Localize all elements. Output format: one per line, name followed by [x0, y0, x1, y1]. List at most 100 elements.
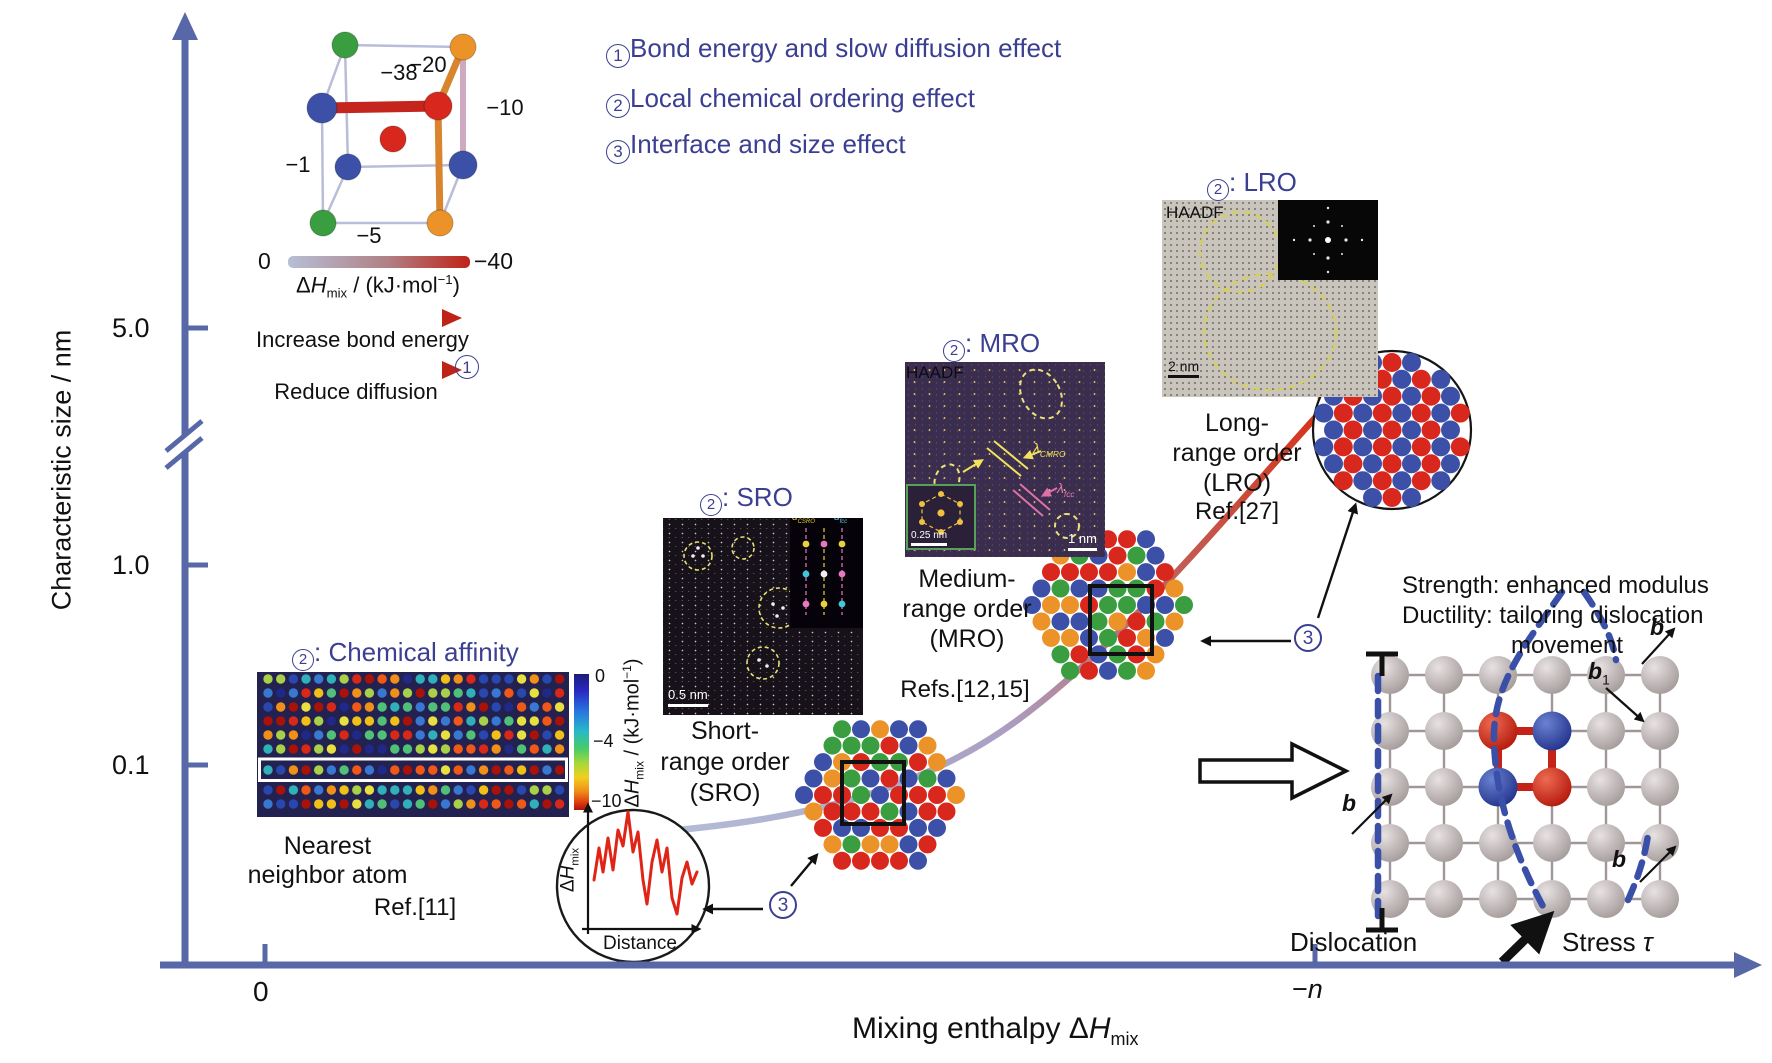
legend-item-3: 3 Interface and size effect [606, 129, 906, 164]
enthalpy-fluctuation-curve [592, 810, 699, 916]
inset-y-label: ΔHmix [557, 847, 582, 893]
scale-zero: 0 [258, 248, 271, 274]
cbar-tick-10: −10 [591, 791, 622, 811]
jet-colorbar [574, 674, 589, 810]
d-fcc-label: dfcc [834, 518, 848, 525]
sro-title: 2: SRO [700, 482, 793, 516]
lro-title: 2: LRO [1207, 167, 1297, 201]
legend-item-2: 2 Local chemical ordering effect [606, 83, 975, 118]
lro-ref: Ref.[27] [1194, 498, 1280, 525]
sro-caption: Short-range order (SRO) [660, 717, 790, 807]
atom-orange [426, 209, 454, 237]
burgers-b-bottomright: b [1612, 846, 1627, 872]
y-axis-arrowhead [172, 12, 198, 40]
lro-fft-inset [1278, 200, 1378, 280]
mro-haadf-label: HAADF [906, 363, 964, 382]
strength-line-2: Ductility: tailoring dislocation [1402, 602, 1704, 629]
strength-line-3: movement [1510, 632, 1624, 659]
bond-energy-cube: −38 −20 −10 −1 −5 [285, 31, 524, 248]
circled-3-icon: 3 [606, 139, 630, 164]
sro-scalebar: 0.5 nm [668, 687, 708, 707]
atom-blue [334, 153, 362, 181]
x-tick-0: 0 [253, 976, 269, 1007]
mro-ref: Refs.[12,15] [900, 676, 1030, 703]
bond-label-38: −38 [380, 60, 417, 85]
mro-inset-scalebar: 0.25 nm [911, 530, 948, 546]
burgers-b1: b1 [1588, 658, 1610, 688]
burgers-b-left: b [1342, 790, 1357, 816]
y-tick-1: 1.0 [112, 550, 150, 580]
chem-caption: Nearest neighbor atom [247, 832, 408, 889]
atom-red [423, 91, 453, 121]
dislocation-symbols [1366, 651, 1398, 933]
annotation-arrows [702, 502, 1358, 915]
axis-break [164, 436, 204, 470]
chemical-affinity-map [257, 672, 589, 817]
atom-cluster-circles [795, 349, 1473, 870]
d-csro-label: dCSRO [792, 518, 815, 525]
bond-label-5: −5 [356, 223, 381, 248]
scale-minus40: −40 [474, 248, 514, 274]
sro-unit-box [840, 760, 906, 826]
increase-bond-energy-label: Increase bond energy [256, 327, 469, 352]
mro-title: 2: MRO [943, 328, 1040, 362]
atom-blue [448, 150, 478, 180]
lambda-fcc-label: λfcc [1057, 480, 1075, 499]
dislocation-dashed-lines [1374, 588, 1652, 920]
lro-scalebar: 2 nm [1168, 358, 1200, 379]
block-arrow-right [1198, 741, 1350, 801]
y-tick-01: 0.1 [112, 750, 150, 780]
circled-1-marker: 1 [455, 355, 479, 379]
cbar-tick-4: −4 [593, 731, 614, 751]
lambda-cmro-label: λCMRO [1033, 440, 1066, 459]
mro-inset: 0.25 nm [906, 484, 976, 550]
circled-2-icon: 2 [606, 93, 630, 118]
cbar-axis-label: ΔHmix / (kJ·mol−1) [619, 658, 647, 808]
mro-micrograph: HAADF λCMRO λfcc 0.25 nm 1 nm [905, 362, 1105, 557]
cbar-tick-0: 0 [595, 666, 606, 686]
inset-x-label: Distance [603, 933, 677, 954]
mro-unit-box [1088, 584, 1154, 656]
highlighted-row-box [258, 757, 568, 782]
atom-orange [449, 33, 477, 61]
strength-line-1: Strength: enhanced modulus [1402, 572, 1709, 599]
lro-micrograph: HAADF 2 nm [1162, 200, 1378, 397]
bond-minus38 [316, 100, 444, 114]
legend-item-1: 1 Bond energy and slow diffusion effect [606, 33, 1061, 68]
burgers-vector-arrows [1351, 627, 1677, 883]
mro-scalebar: 1 nm [1068, 531, 1097, 551]
enthalpy-color-scale [288, 256, 470, 379]
atom-red-center [379, 125, 407, 153]
y-tick-5: 5.0 [112, 313, 150, 343]
lro-haadf-label: HAADF [1166, 203, 1224, 222]
circled-1-icon: 1 [606, 43, 630, 68]
bond-label-1: −1 [285, 152, 310, 177]
reduce-diffusion-label: Reduce diffusion [274, 379, 438, 404]
chem-ref: Ref.[11] [373, 894, 457, 921]
dislocation-lattice [1198, 588, 1679, 966]
atom-green [331, 31, 359, 59]
x-axis-label: Mixing enthalpy ΔHmix [852, 1012, 1139, 1049]
x-tick-n: −n [1292, 974, 1323, 1004]
y-axis-label: Characteristic size / nm [46, 329, 77, 611]
stress-arrow [1498, 910, 1555, 966]
burgers-b-topright: b [1650, 614, 1665, 640]
sro-inset: dCSRO dfcc [790, 518, 863, 628]
enthalpy-unit-label: ΔHmix / (kJ·mol−1) [296, 272, 460, 301]
bond-label-20: −20 [409, 52, 446, 77]
atom-blue [306, 92, 338, 124]
stress-label: Stress τ [1562, 927, 1653, 957]
circled-3-marker-a: 3 [769, 891, 797, 919]
sro-micrograph: 0.5 nm dCSRO dfcc [663, 518, 863, 715]
dislocation-label: Dislocation [1290, 927, 1418, 957]
lro-caption: Long-range order (LRO) [1172, 409, 1302, 497]
enthalpy-distance-inset [555, 802, 711, 964]
x-axis-arrowhead [1734, 952, 1762, 978]
bond-label-10: −10 [486, 95, 523, 120]
circled-3-marker-b: 3 [1294, 624, 1322, 652]
atom-green [309, 209, 337, 237]
mro-caption: Medium-range order (MRO) [902, 565, 1032, 653]
axes [160, 12, 1762, 978]
